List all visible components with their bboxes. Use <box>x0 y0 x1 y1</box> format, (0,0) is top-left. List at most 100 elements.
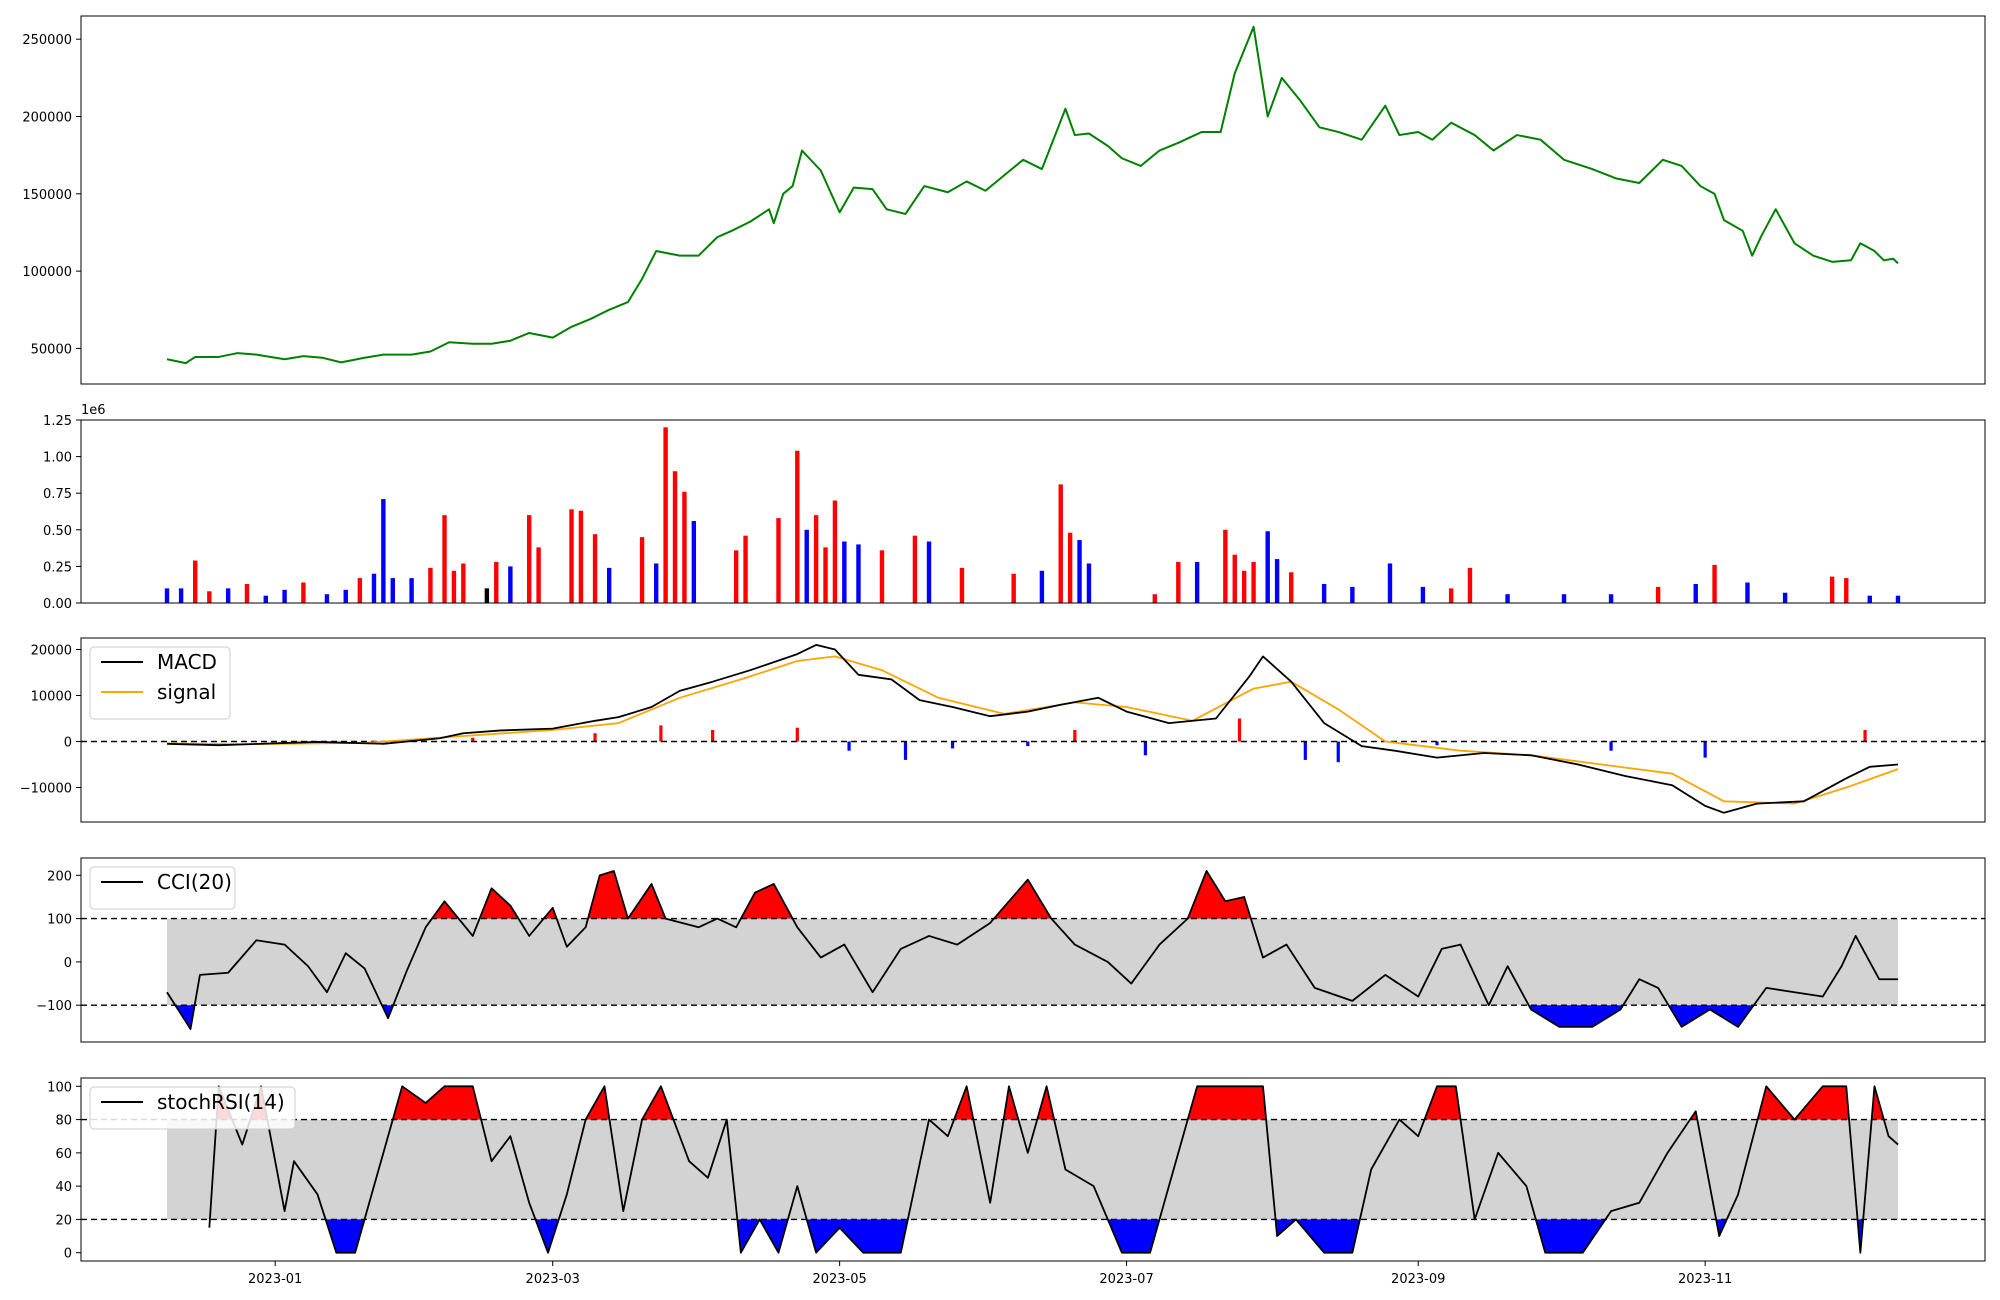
volume-bar <box>856 544 861 603</box>
y-tick-label: 20000 <box>31 644 72 659</box>
volume-bar <box>733 550 739 603</box>
overbought-fill <box>1037 1086 1055 1120</box>
y-tick-label: 100 <box>47 1080 72 1095</box>
volume-bar <box>484 588 490 603</box>
volume-bar <box>461 563 466 603</box>
price-line <box>166 25 1899 365</box>
overbought-fill <box>1424 1086 1461 1120</box>
y-tick-label: 0.25 <box>43 560 72 575</box>
legend-label: stochRSI(14) <box>157 1090 285 1114</box>
volume-bar <box>1194 562 1200 603</box>
panel-frame <box>80 1077 1986 1262</box>
y-tick-label: 0 <box>64 1247 72 1262</box>
y-tick-label: 50000 <box>31 342 72 357</box>
volume-bar <box>1844 578 1849 603</box>
volume-bar <box>1058 484 1063 603</box>
macd-histogram-bar <box>1303 741 1307 760</box>
volume-bar <box>244 583 250 603</box>
volume-bar <box>225 588 231 603</box>
volume-bar <box>1011 573 1016 603</box>
volume-bar <box>324 594 330 603</box>
volume-bar <box>263 595 268 603</box>
volume-bar <box>1448 588 1454 603</box>
macd-histogram-bar <box>1435 741 1439 746</box>
cci-panel: −100 0 100 200 CCI(20) <box>36 857 1986 1043</box>
legend-label: signal <box>157 680 216 704</box>
legend-label: MACD <box>157 650 217 674</box>
volume-bar <box>1274 559 1280 603</box>
volume-bar <box>428 567 433 603</box>
overbought-fill <box>1187 870 1251 919</box>
y-tick-label: 20 <box>55 1213 72 1228</box>
y-tick-label: 100 <box>47 913 72 928</box>
oversold-fill <box>325 1219 365 1253</box>
overbought-fill <box>993 879 1052 919</box>
overbought-fill <box>585 1086 610 1120</box>
x-tick-label: 2023-07 <box>1099 1272 1153 1287</box>
panel-frame <box>80 15 1986 385</box>
volume-bar <box>1232 554 1237 603</box>
volume-bar <box>1608 594 1614 603</box>
volume-bar <box>526 515 532 603</box>
scale-label: 1e6 <box>81 403 106 418</box>
volume-bar <box>606 567 612 603</box>
x-tick-label: 2023-01 <box>248 1272 302 1287</box>
macd-histogram-bar <box>1863 730 1867 742</box>
volume-bar <box>926 541 932 603</box>
stochrsi-panel: 0 20 40 60 80 100 stochRSI(14) <box>47 1077 1986 1262</box>
volume-bar <box>494 562 499 603</box>
x-tick-label: 2023-09 <box>1391 1272 1445 1287</box>
macd-histogram-bar <box>1073 730 1077 742</box>
price-panel: 50000 100000 150000 200000 250000 <box>22 15 1986 385</box>
volume-bar <box>1251 562 1256 603</box>
oversold-fill <box>1295 1219 1360 1253</box>
signal-line <box>166 655 1899 805</box>
macd-panel: −10000 0 10000 20000 MACD signal <box>20 637 1986 823</box>
macd-histogram-bar <box>1609 741 1613 751</box>
neutral-band <box>167 918 1898 1006</box>
volume-bar <box>682 491 687 603</box>
overbought-fill <box>392 1086 482 1120</box>
volume-bar <box>1321 583 1327 603</box>
volume-bar <box>1745 582 1750 603</box>
volume-bar <box>207 591 212 603</box>
overbought-fill <box>1187 1086 1267 1120</box>
y-tick-label: −10000 <box>20 782 72 797</box>
macd-line <box>166 644 1899 814</box>
volume-bar <box>813 515 819 603</box>
volume-bar <box>1350 586 1355 603</box>
volume-bar <box>832 500 838 603</box>
volume-bar <box>1505 594 1510 603</box>
volume-bar <box>842 541 847 603</box>
macd-histogram-bar <box>795 727 799 742</box>
macd-histogram-bar <box>1237 718 1242 742</box>
volume-bar <box>776 518 781 603</box>
overbought-fill <box>1794 1086 1850 1120</box>
y-tick-label: 200000 <box>22 111 72 126</box>
overbought-fill <box>627 883 666 919</box>
volume-bar <box>912 535 918 603</box>
volume-bar <box>508 566 513 603</box>
volume-panel: 0.00 0.25 0.50 0.75 1.00 1.25 1e6 <box>43 403 1986 612</box>
overbought-fill <box>954 1086 974 1120</box>
legend-box <box>89 1086 296 1130</box>
macd-histogram-bar <box>1026 741 1030 747</box>
volume-bar <box>879 550 885 603</box>
volume-bar <box>1176 562 1181 603</box>
volume-bar <box>569 509 574 603</box>
oversold-fill <box>535 1219 559 1253</box>
y-tick-label: 100000 <box>22 265 72 280</box>
volume-bar <box>282 589 287 603</box>
macd-histogram-bar <box>1336 741 1340 763</box>
y-tick-label: 80 <box>55 1114 72 1129</box>
x-tick-label: 2023-03 <box>526 1272 580 1287</box>
y-tick-label: 0.00 <box>43 597 72 612</box>
volume-bar <box>1693 583 1698 603</box>
overbought-fill <box>1757 1086 1795 1120</box>
macd-histogram-bar <box>950 741 955 749</box>
macd-histogram-bar <box>847 741 851 751</box>
volume-bar <box>409 578 414 603</box>
stoch-line <box>208 1085 1899 1254</box>
volume-bar <box>1867 595 1872 603</box>
